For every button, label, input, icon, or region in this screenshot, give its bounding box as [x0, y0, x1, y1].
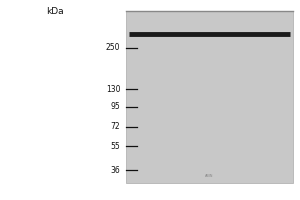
Text: 95: 95: [110, 102, 120, 111]
Text: 250: 250: [106, 43, 120, 52]
Text: 36: 36: [110, 166, 120, 175]
Text: 130: 130: [106, 85, 120, 94]
Text: ABIN: ABIN: [205, 174, 214, 178]
Text: 72: 72: [111, 122, 120, 131]
Bar: [126, 11, 293, 183]
Text: 55: 55: [110, 142, 120, 151]
Text: kDa: kDa: [46, 7, 64, 16]
